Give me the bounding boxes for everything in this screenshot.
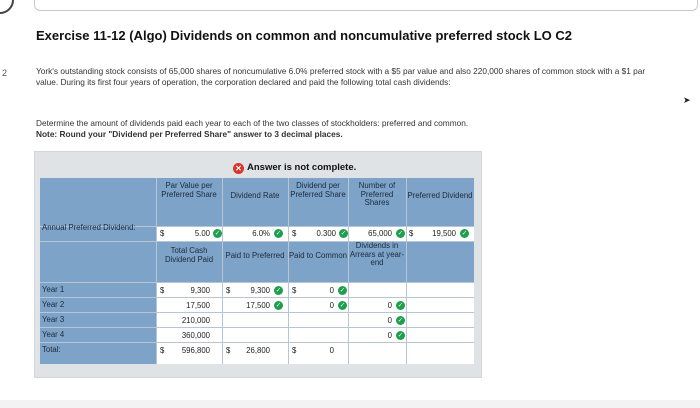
dividend-table: Par Value per Preferred Share Dividend R… bbox=[40, 178, 474, 364]
row-label: Year 1 bbox=[42, 285, 65, 294]
total-cash-value: 360,000 bbox=[181, 331, 210, 340]
instruction-text: Determine the amount of dividends paid e… bbox=[36, 118, 469, 128]
per-share-input[interactable]: 0.300 bbox=[316, 229, 336, 238]
header-paid-preferred: Paid to Preferred bbox=[225, 251, 285, 260]
paid-preferred-input[interactable]: 9,300 bbox=[250, 286, 270, 295]
currency-symbol: $ bbox=[160, 229, 165, 238]
row-label: Total: bbox=[42, 345, 61, 354]
problem-text: York's outstanding stock consists of 65,… bbox=[36, 66, 646, 87]
currency-symbol: $ bbox=[226, 286, 231, 295]
arrears-input[interactable]: 0 bbox=[387, 316, 392, 325]
check-icon: ✓ bbox=[396, 331, 405, 340]
header-dividend-per-share: Dividend per Preferred Share bbox=[290, 181, 346, 199]
header-dividend-rate: Dividend Rate bbox=[230, 191, 280, 200]
currency-symbol: $ bbox=[292, 229, 297, 238]
currency-symbol: $ bbox=[292, 286, 297, 295]
paid-preferred-total: 26,800 bbox=[246, 346, 270, 355]
cursor-icon: ➤ bbox=[683, 95, 691, 105]
total-cash-value: 17,500 bbox=[186, 301, 210, 310]
answer-status: ✕ Answer is not complete. bbox=[233, 162, 356, 174]
check-icon: ✓ bbox=[396, 301, 405, 310]
status-text: Answer is not complete. bbox=[247, 162, 357, 173]
paid-preferred-input[interactable]: 17,500 bbox=[246, 301, 270, 310]
check-icon: ✓ bbox=[339, 229, 348, 238]
check-icon: ✓ bbox=[396, 316, 405, 325]
arrears-input[interactable]: 0 bbox=[387, 331, 392, 340]
annual-row-label: Annual Preferred Dividend: bbox=[42, 223, 136, 232]
header-number-shares: Number of Preferred Shares bbox=[358, 181, 396, 208]
total-cash-value: 9,300 bbox=[190, 286, 210, 295]
total-cash-value: 210,000 bbox=[181, 316, 210, 325]
check-icon: ✓ bbox=[274, 286, 283, 295]
header-paid-common: Paid to Common bbox=[288, 251, 348, 260]
check-icon: ✓ bbox=[274, 301, 283, 310]
check-icon: ✓ bbox=[213, 229, 222, 238]
row-label: Year 3 bbox=[42, 315, 65, 324]
exercise-title: Exercise 11-12 (Algo) Dividends on commo… bbox=[36, 28, 573, 43]
row-label: Year 2 bbox=[42, 300, 65, 309]
currency-symbol: $ bbox=[409, 229, 414, 238]
header-arrears: Dividends in Arrears at year-end bbox=[349, 241, 405, 268]
header-par-value: Par Value per Preferred Share bbox=[161, 181, 217, 199]
top-frame bbox=[0, 0, 700, 16]
preferred-dividend-input[interactable]: 19,500 bbox=[432, 229, 456, 238]
check-icon: ✓ bbox=[338, 286, 347, 295]
question-number: 2 bbox=[2, 68, 8, 78]
row-label: Year 4 bbox=[42, 330, 65, 339]
header-preferred-dividend: Preferred Dividend bbox=[407, 191, 473, 200]
currency-symbol: $ bbox=[292, 346, 297, 355]
total-cash-total: 596,800 bbox=[181, 346, 210, 355]
check-icon: ✓ bbox=[338, 301, 347, 310]
check-icon: ✓ bbox=[396, 229, 405, 238]
instructions: Determine the amount of dividends paid e… bbox=[36, 118, 636, 140]
arrears-input[interactable]: 0 bbox=[387, 301, 392, 310]
paid-common-input[interactable]: 0 bbox=[329, 286, 334, 295]
header-total-cash: Total Cash Dividend Paid bbox=[164, 246, 214, 264]
par-value-input[interactable]: 5.00 bbox=[194, 229, 210, 238]
url-frame bbox=[34, 0, 698, 11]
bottom-strip bbox=[0, 400, 700, 408]
currency-symbol: $ bbox=[160, 346, 165, 355]
check-icon: ✓ bbox=[274, 229, 283, 238]
check-icon: ✓ bbox=[460, 229, 469, 238]
rounding-note: Note: Round your "Dividend per Preferred… bbox=[36, 129, 343, 139]
dividend-rate-input[interactable]: 6.0% bbox=[252, 229, 270, 238]
number-shares-input[interactable]: 65,000 bbox=[368, 229, 392, 238]
x-circle-icon: ✕ bbox=[233, 163, 244, 174]
paid-common-total: 0 bbox=[329, 346, 334, 355]
label-column bbox=[40, 178, 156, 364]
currency-symbol: $ bbox=[226, 346, 231, 355]
paid-common-input[interactable]: 0 bbox=[329, 301, 334, 310]
currency-symbol: $ bbox=[160, 286, 165, 295]
